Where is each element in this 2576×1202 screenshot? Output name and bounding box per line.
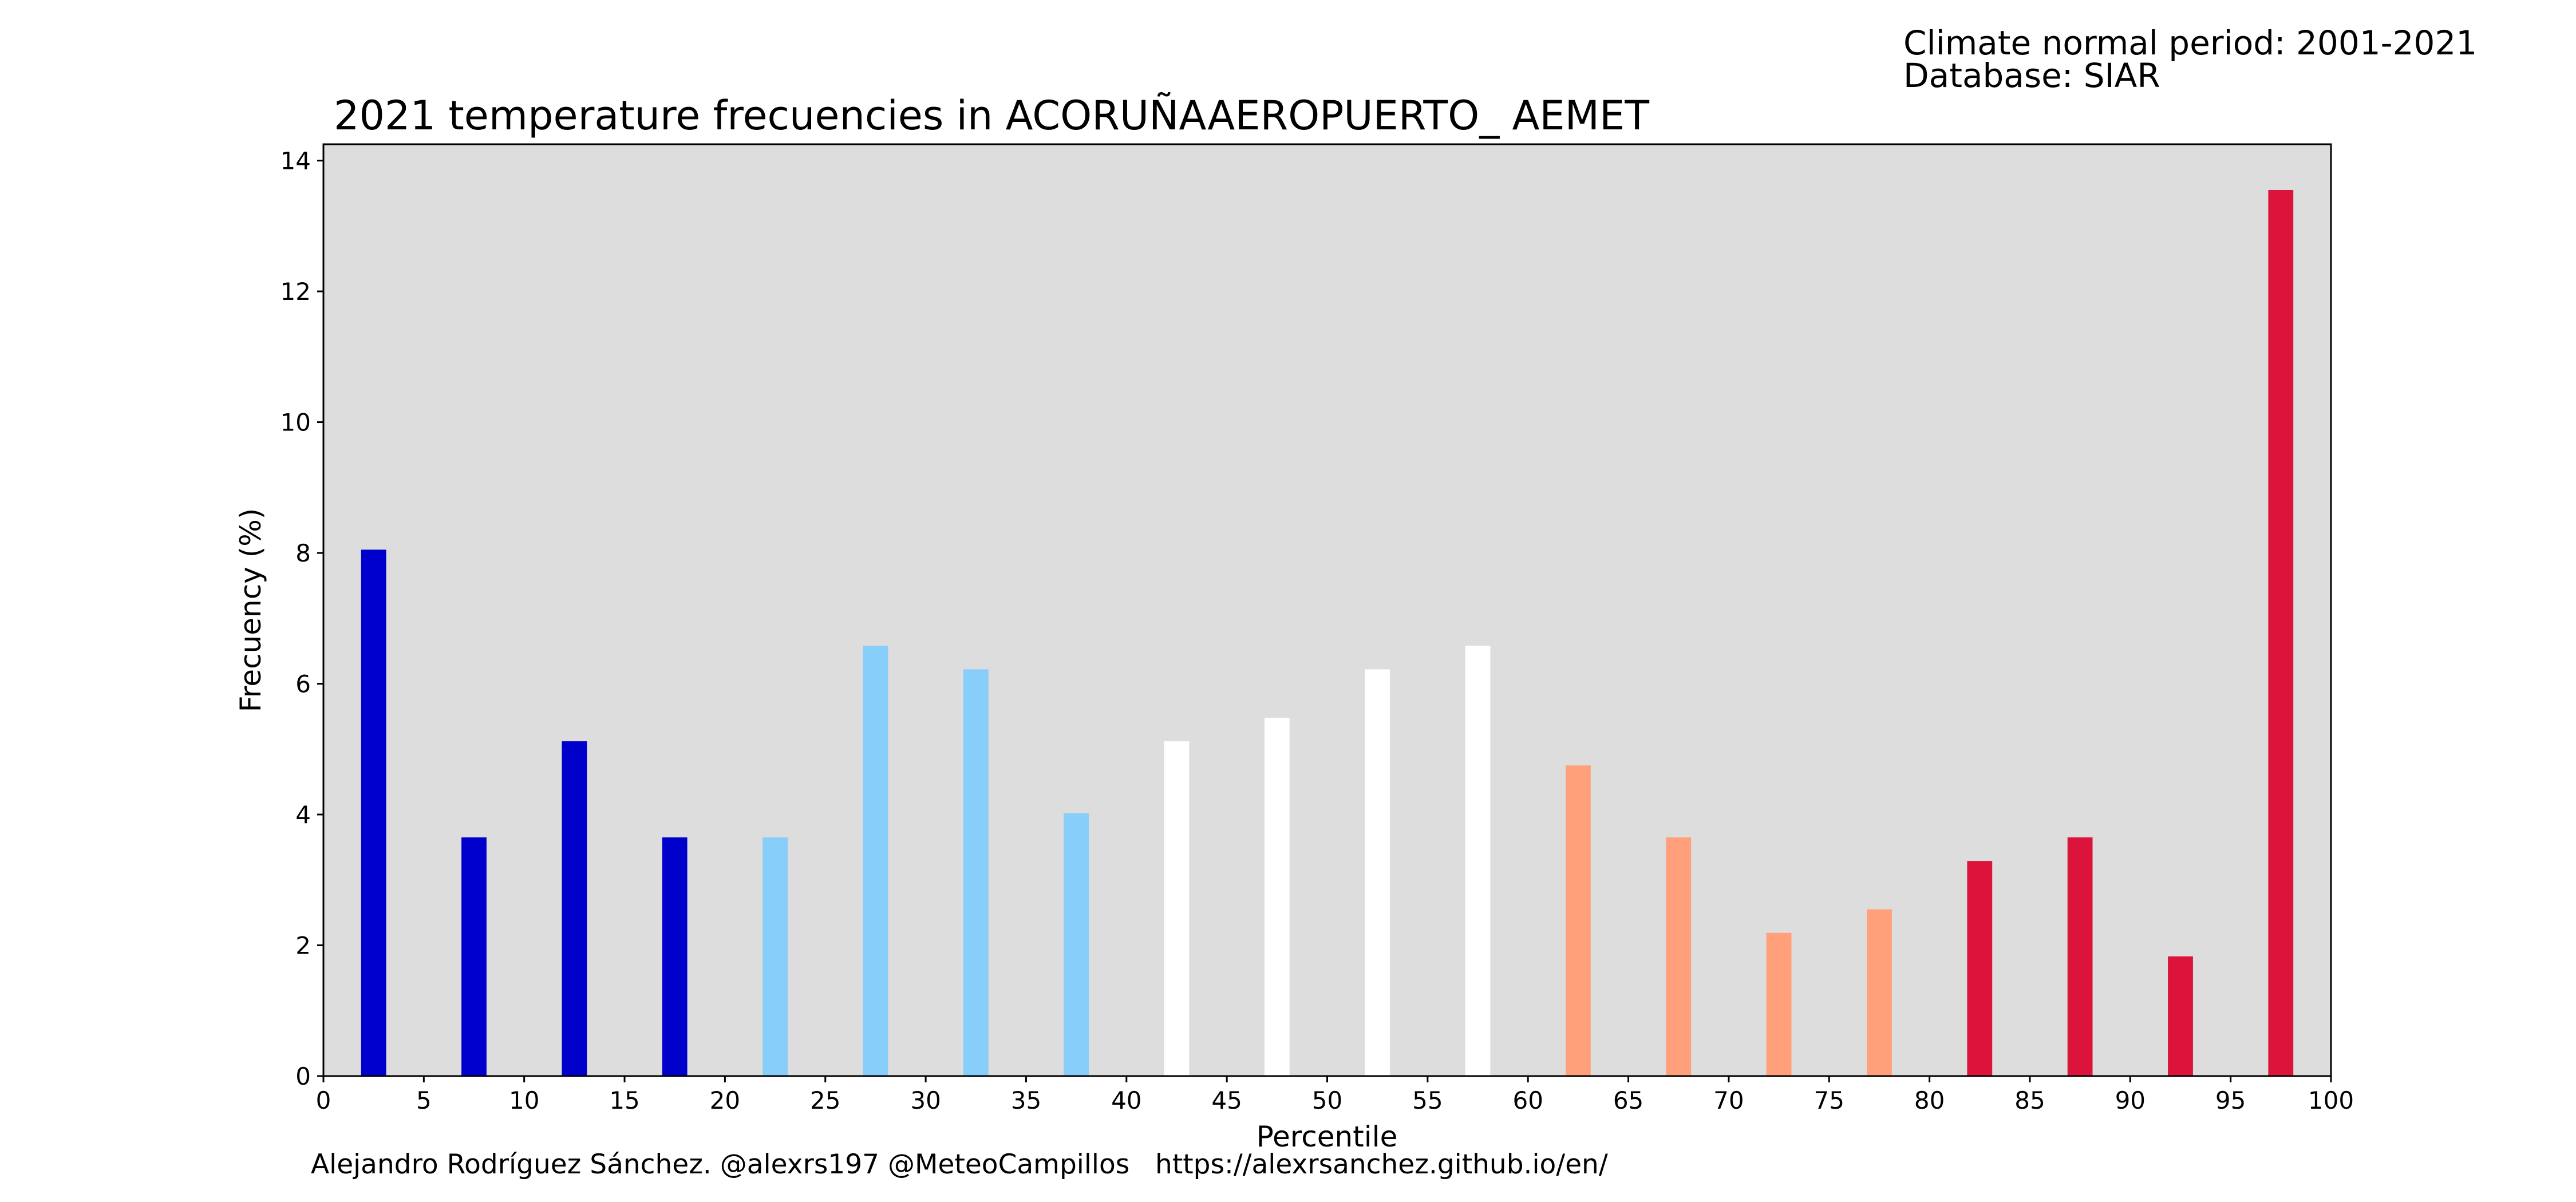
x-tick-label: 20 <box>710 1086 740 1114</box>
database-label: Database: SIAR <box>1903 56 2160 95</box>
x-tick-label: 60 <box>1512 1086 1543 1114</box>
bar <box>562 741 587 1076</box>
bar <box>461 837 487 1076</box>
bar <box>1666 837 1692 1076</box>
y-tick-label: 4 <box>295 801 311 829</box>
x-tick-label: 85 <box>2014 1086 2045 1114</box>
bar <box>863 646 888 1076</box>
x-tick-label: 45 <box>1211 1086 1242 1114</box>
x-tick-label: 0 <box>316 1086 331 1114</box>
bar <box>1365 669 1390 1076</box>
y-tick-label: 0 <box>295 1062 311 1090</box>
bar <box>1967 861 1993 1076</box>
bar <box>1164 741 1190 1076</box>
bar <box>1766 932 1792 1076</box>
bar <box>1566 765 1591 1076</box>
plot-area <box>323 144 2331 1076</box>
x-axis: 0 5 10 15 20 25 30 35 40 45 50 55 60 65 70 75 80 85 90 95 10… <box>316 1076 2354 1114</box>
bar <box>361 549 386 1076</box>
bar <box>1465 646 1491 1076</box>
x-tick-label: 25 <box>810 1086 840 1114</box>
x-tick-label: 75 <box>1814 1086 1844 1114</box>
y-tick-label: 6 <box>295 670 311 698</box>
x-tick-label: 70 <box>1713 1086 1744 1114</box>
bar <box>1867 909 1892 1076</box>
bar <box>2268 190 2294 1076</box>
bar <box>1264 717 1290 1076</box>
x-tick-label: 65 <box>1613 1086 1643 1114</box>
x-tick-label: 35 <box>1011 1086 1041 1114</box>
x-tick-label: 80 <box>1914 1086 1945 1114</box>
x-axis-label: Percentile <box>1257 1120 1398 1153</box>
bar <box>963 669 989 1076</box>
bar <box>2168 956 2193 1076</box>
x-tick-label: 10 <box>509 1086 539 1114</box>
x-tick-label: 55 <box>1412 1086 1443 1114</box>
x-tick-label: 40 <box>1111 1086 1141 1114</box>
x-tick-label: 30 <box>910 1086 941 1114</box>
bar <box>662 837 688 1076</box>
y-tick-label: 8 <box>295 539 311 567</box>
y-tick-label: 2 <box>295 932 311 960</box>
x-tick-label: 90 <box>2115 1086 2146 1114</box>
bar <box>1064 813 1089 1076</box>
climate-period-label: Climate normal period: 2001-2021 <box>1903 23 2477 62</box>
x-tick-label: 15 <box>609 1086 639 1114</box>
footer-credit: Alejandro Rodríguez Sánchez. @alexrs197 … <box>311 1149 1608 1180</box>
bar <box>762 837 788 1076</box>
x-tick-label: 5 <box>416 1086 432 1114</box>
y-tick-label: 10 <box>280 409 311 437</box>
y-axis-label: Frecuency (%) <box>234 508 267 712</box>
x-tick-label: 95 <box>2215 1086 2246 1114</box>
y-axis: 0 2 4 6 8 10 12 14 <box>280 147 323 1090</box>
bar <box>2067 837 2093 1076</box>
bars-group <box>361 190 2294 1076</box>
y-tick-label: 12 <box>280 278 311 306</box>
x-tick-label: 50 <box>1312 1086 1342 1114</box>
chart-title: 2021 temperature frecuencies in ACORUÑAA… <box>334 92 1649 139</box>
y-tick-label: 14 <box>280 147 311 175</box>
x-tick-label: 100 <box>2308 1086 2354 1114</box>
